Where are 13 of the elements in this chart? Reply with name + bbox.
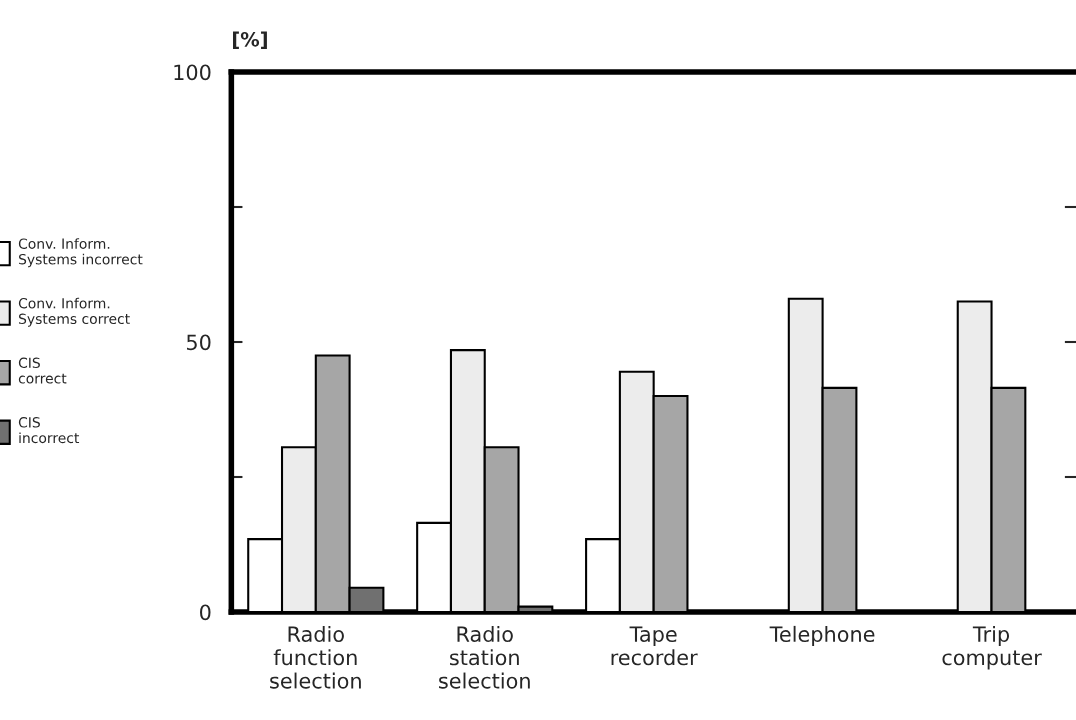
y-tick-label: 50 xyxy=(186,334,211,351)
legend-label: Conv. Inform. Systems incorrect xyxy=(18,238,143,268)
x-tick-label: Radio function selection xyxy=(270,625,361,689)
legend-label: CIS correct xyxy=(18,357,67,384)
x-tick-label: Trip computer xyxy=(942,625,1042,670)
legend-label: CIS incorrect xyxy=(18,417,80,444)
y-tick-label: 0 xyxy=(200,604,211,621)
x-tick-label: Tape recorder xyxy=(611,626,698,666)
y-axis-title: [%] xyxy=(233,31,267,49)
x-tick-label: Telephone xyxy=(769,625,875,647)
x-tick-label: Radio station selection xyxy=(439,625,530,689)
legend-label: Conv. Inform. Systems correct xyxy=(18,297,130,327)
y-tick-label: 100 xyxy=(174,64,211,81)
